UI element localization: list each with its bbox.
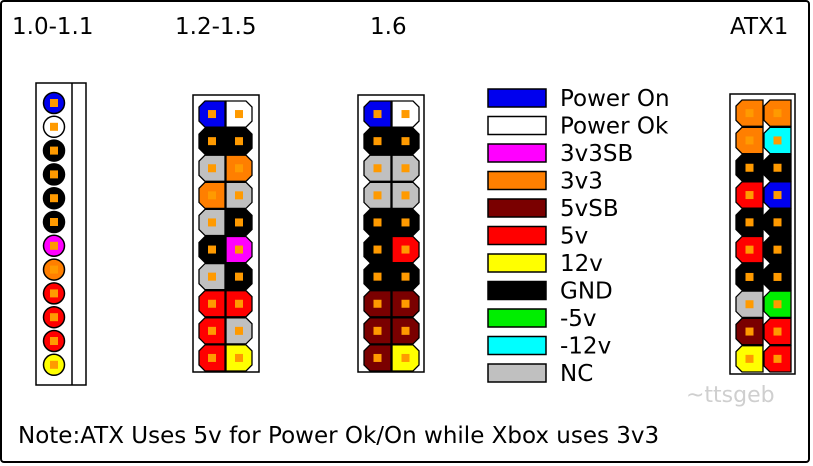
- legend-swatch-power_on: [487, 88, 547, 108]
- legend-swatch--12v: [487, 335, 547, 356]
- header-v16: 1.6: [370, 14, 407, 40]
- legend-swatch--5v: [487, 308, 547, 328]
- legend-label--12v: -12v: [560, 334, 611, 360]
- legend-label-3v3: 3v3: [560, 169, 603, 195]
- legend-swatch-gnd: [487, 280, 547, 301]
- legend-label-gnd: GND: [560, 279, 613, 305]
- legend-label-power_ok: Power Ok: [560, 114, 669, 140]
- legend-swatch-3v3: [487, 170, 547, 191]
- legend-swatch-12v: [487, 253, 547, 273]
- legend-swatch-3v3sb: [487, 143, 547, 163]
- legend-label--5v: -5v: [560, 306, 597, 332]
- legend-label-5vsb: 5vSB: [560, 196, 619, 222]
- legend-label-power_on: Power On: [560, 86, 670, 112]
- legend-label-12v: 12v: [560, 251, 603, 277]
- legend-swatch-nc: [487, 363, 547, 383]
- legend-swatch-power_ok: [487, 115, 547, 136]
- connector-v12-15: [192, 94, 260, 373]
- header-v10-11: 1.0-1.1: [12, 14, 94, 40]
- legend-label-nc: NC: [560, 361, 593, 387]
- connector-atx1: [729, 93, 796, 375]
- note-text: Note:ATX Uses 5v for Power Ok/On while X…: [18, 423, 660, 449]
- legend-swatch-5vsb: [487, 198, 547, 218]
- watermark: ~ttsgeb: [686, 383, 775, 408]
- legend-swatch-5v: [487, 225, 547, 246]
- header-v12-15: 1.2-1.5: [175, 14, 257, 40]
- legend-label-3v3sb: 3v3SB: [560, 141, 633, 167]
- legend-label-5v: 5v: [560, 224, 588, 250]
- header-atx1: ATX1: [730, 14, 789, 40]
- connector-v16: [357, 94, 425, 373]
- connector-v10-11: [35, 82, 87, 386]
